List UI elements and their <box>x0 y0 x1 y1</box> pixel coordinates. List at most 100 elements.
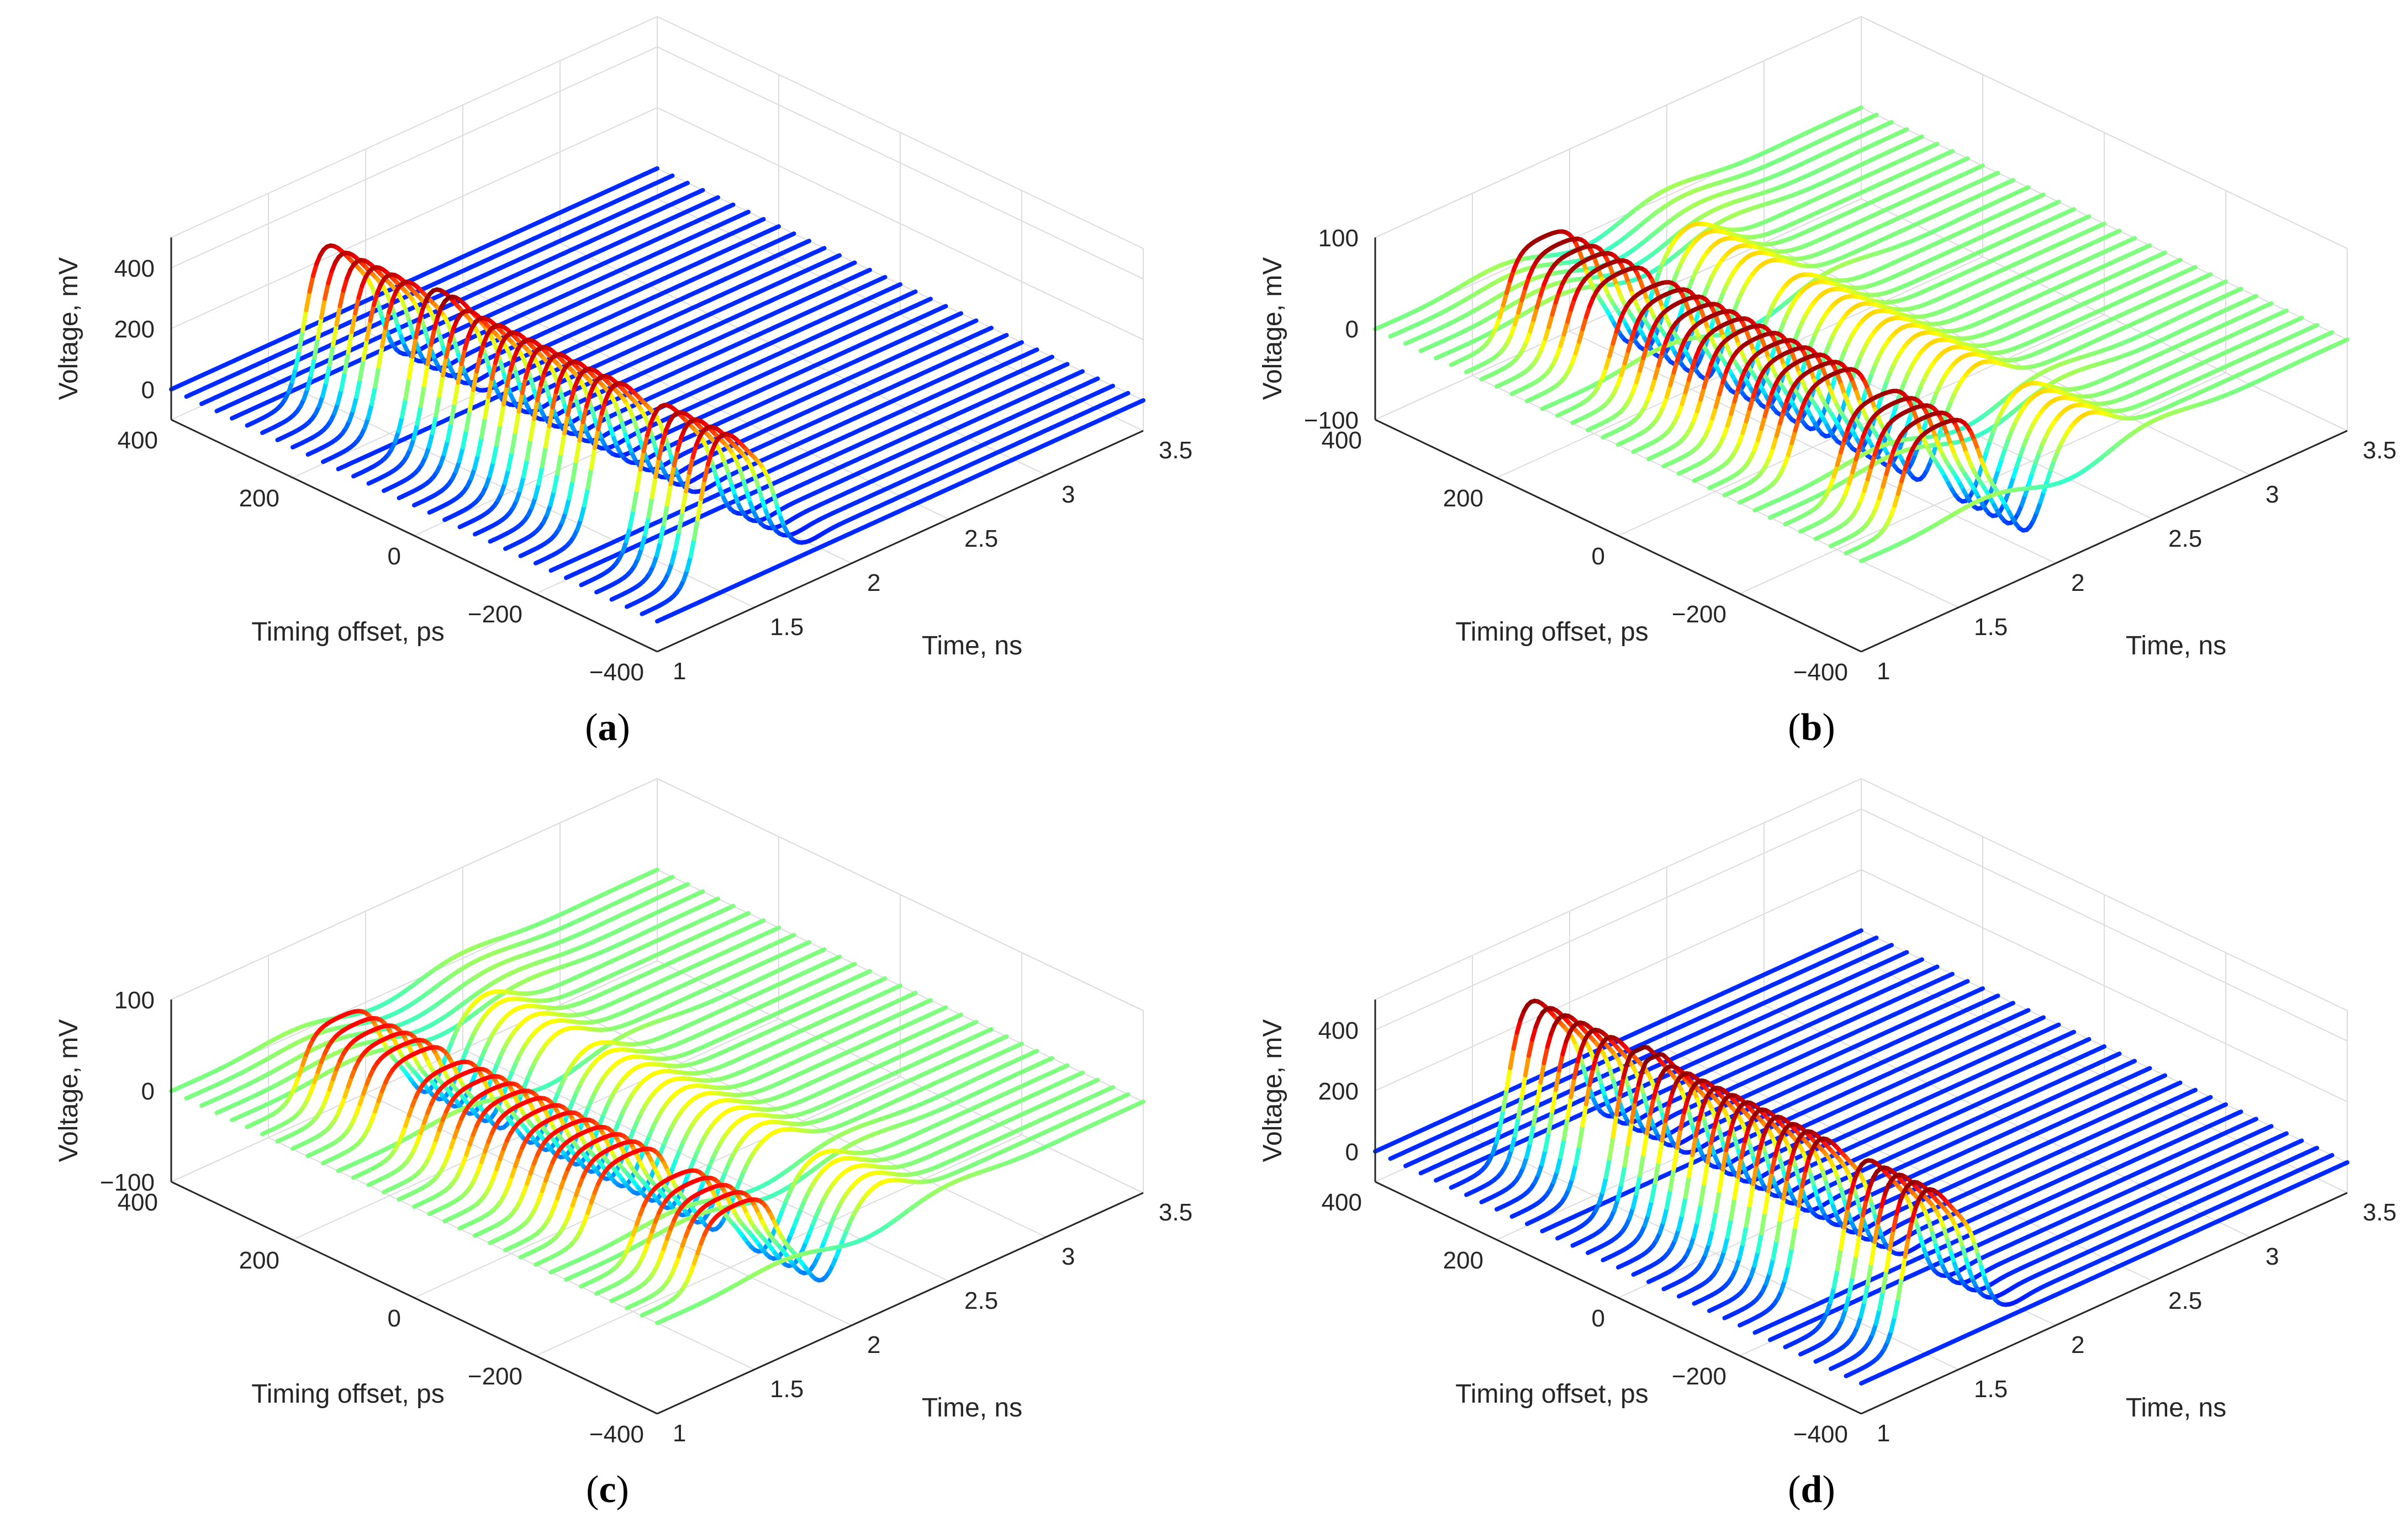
trace-segment <box>585 466 594 490</box>
trace-segment <box>290 366 298 384</box>
grid-line <box>171 107 1144 340</box>
trace-segment <box>415 404 423 426</box>
trace-segment <box>1855 105 1863 112</box>
trace <box>1388 113 1879 339</box>
trace-segment <box>300 308 309 333</box>
trace-segment <box>505 368 513 388</box>
trace-segment <box>448 400 457 425</box>
trace <box>169 166 659 392</box>
trace-segment <box>418 383 427 409</box>
trace <box>412 282 902 508</box>
trace-segment <box>369 384 378 406</box>
trace-segment <box>566 397 574 417</box>
trace <box>305 231 796 457</box>
trace-segment <box>985 325 994 332</box>
trace-segment <box>293 348 302 370</box>
trace <box>397 274 888 500</box>
trace-segment <box>691 516 700 541</box>
trace-segment <box>351 394 359 413</box>
trace-segment <box>365 318 373 342</box>
trace-segment <box>653 456 662 479</box>
trace-segment <box>702 462 710 483</box>
x-axis-line <box>171 419 658 653</box>
trace-segment <box>849 260 857 267</box>
trace-segment <box>414 319 422 340</box>
trace-segment <box>315 315 324 340</box>
trace <box>427 289 918 515</box>
trace-segment <box>459 346 467 367</box>
trace-segment <box>479 415 488 440</box>
trace-segment <box>476 435 484 457</box>
trace-segment <box>682 181 690 187</box>
x-tick-label: −200 <box>468 601 522 628</box>
trace-segment <box>940 304 948 310</box>
trace-segment <box>491 442 499 464</box>
trace-segment <box>833 253 842 260</box>
trace-segment <box>638 448 646 472</box>
trace-segment <box>577 420 585 443</box>
trace-segment <box>525 437 533 462</box>
trace-segment <box>649 474 658 500</box>
trace-segment <box>658 522 666 544</box>
trace-segment <box>589 446 597 471</box>
trace-segment <box>376 344 384 369</box>
y-tick-label: 2 <box>867 569 880 596</box>
trace-segment <box>309 355 317 378</box>
trace-segment <box>305 373 313 392</box>
trace <box>336 246 827 472</box>
trace-segment <box>864 267 872 274</box>
trace-segment <box>688 536 696 559</box>
panel-caption: (a) <box>585 706 630 749</box>
trace-segment <box>555 451 563 476</box>
trace-segment <box>494 422 503 447</box>
trace-segment <box>411 421 420 441</box>
y-tick-label: 3.5 <box>1159 437 1192 464</box>
trace-segment <box>567 478 575 501</box>
trace-segment <box>550 389 558 410</box>
trace-segment <box>879 274 888 281</box>
trace-segment <box>1092 376 1100 383</box>
grid-edge <box>171 16 658 238</box>
trace-segment <box>357 357 366 382</box>
trace-segment <box>521 457 530 479</box>
trace-segment <box>562 412 571 436</box>
trace <box>503 325 994 551</box>
trace-segment <box>434 393 442 418</box>
trace <box>609 376 1100 602</box>
trace-segment <box>699 478 707 501</box>
trace-segment <box>474 353 483 374</box>
trace-segment <box>444 339 452 359</box>
trace-segment <box>639 532 647 551</box>
trace-segment <box>297 328 305 353</box>
chart-panel-a: 400 200 0 −200 −400 1 1.5 2 2.5 3 3.5 400 200 0 Timing… <box>11 6 1204 762</box>
x-tick-label: 400 <box>118 427 158 454</box>
trace <box>579 362 1070 588</box>
z-tick-label: 200 <box>114 316 155 343</box>
trace-segment <box>536 464 545 486</box>
trace-segment <box>596 411 604 432</box>
trace-segment <box>955 311 963 318</box>
trace-segment <box>570 458 579 483</box>
trace-segment <box>487 459 495 478</box>
trace-segment <box>665 482 673 507</box>
trace-segment <box>319 296 328 320</box>
trace-segment <box>552 471 560 494</box>
trace-segment <box>695 496 704 521</box>
series-traces <box>1373 105 2349 563</box>
trace-segment <box>627 508 636 530</box>
trace-segment <box>383 310 392 330</box>
trace <box>1373 105 1863 331</box>
trace-segment <box>406 354 415 380</box>
trace-segment <box>697 188 705 194</box>
trace-segment <box>403 376 411 401</box>
trace-segment <box>467 388 476 413</box>
trace-segment <box>543 424 552 449</box>
trace-segment <box>437 373 445 398</box>
trace-segment <box>646 495 654 520</box>
trace-segment <box>366 401 374 420</box>
trace-segment <box>1137 398 1145 404</box>
